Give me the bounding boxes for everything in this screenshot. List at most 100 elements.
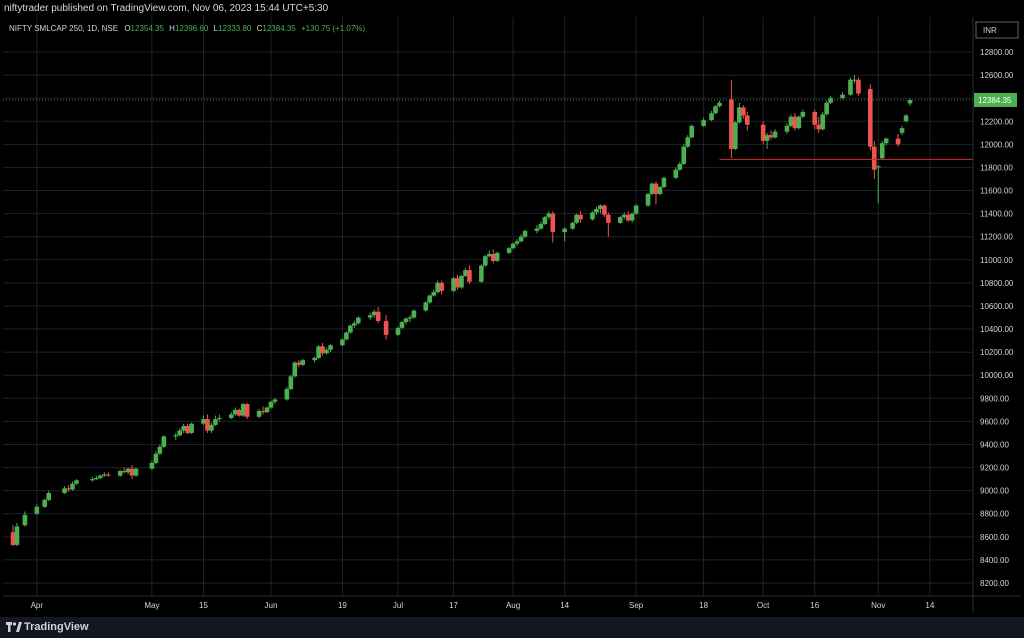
candle-body [157,446,163,454]
candle [328,344,333,353]
candle [733,121,738,151]
candle [590,211,595,221]
candle [383,315,389,340]
candle-body [228,414,234,418]
candle-body [645,193,651,206]
candle [121,467,127,474]
candle-body [792,116,798,129]
candle [105,472,111,477]
candle [737,102,742,124]
candle-body [34,506,40,514]
last-price-badge [974,92,1017,107]
footer-brand: TradingView [24,621,89,633]
candle [201,415,206,425]
candle-body [213,419,218,425]
candle-body [463,270,468,276]
candle-body [490,254,496,261]
candle [657,185,663,196]
candle [451,277,456,293]
candle-body [94,477,99,480]
candle [244,402,250,420]
legend-high-label: H [169,24,175,33]
candle [649,182,655,196]
y-tick-label: 11800.00 [980,163,1013,172]
x-tick-label: Jul [393,601,403,610]
x-tick-label: Nov [871,601,885,610]
candle [546,211,552,220]
candle [395,326,401,336]
candle [713,105,718,115]
candle-body [375,311,381,321]
x-tick-label: May [144,601,159,610]
currency-box[interactable] [975,21,1019,39]
candle [340,338,345,347]
candle-body [574,214,579,223]
candle-body [816,124,822,130]
y-tick-label: 9600.00 [980,417,1009,426]
candle [796,115,802,130]
y-tick-label: 8800.00 [980,510,1009,519]
candle [824,100,829,116]
y-tick-label: 12000.00 [980,140,1014,149]
candle-body [236,409,242,416]
candle-body [594,208,599,213]
candle [149,460,155,470]
candle [741,105,746,119]
candle-body [733,122,738,149]
x-tick-label: 17 [449,601,458,610]
x-tick-label: Apr [31,601,44,610]
candle [272,398,278,405]
time-axis[interactable]: Apr May 15 Jun 19 Jul 17 Aug 14 Sep 18 Oct 16 Nov 14 [31,601,935,610]
candle-body [772,131,778,138]
candle [788,114,794,128]
candle [352,320,357,328]
y-tick-label: 10000.00 [980,371,1014,380]
candle [161,435,167,448]
candle-body [125,468,131,473]
candle [459,274,464,289]
candle [403,317,409,325]
candle [129,465,135,480]
candle-body [133,468,139,476]
candle-body [296,362,302,365]
candle [856,77,861,96]
candle-body [22,514,28,526]
candle [661,176,667,189]
candle [701,117,706,128]
candle [494,251,500,263]
candle [268,400,274,409]
y-tick-label: 12600.00 [980,71,1014,80]
candle [562,227,567,242]
x-tick-label: Jun [265,601,278,610]
candle-body [74,480,79,484]
candle-body [129,468,135,476]
candle [348,324,353,334]
candle-body [677,163,683,170]
candle-body [661,177,667,188]
candle [157,444,163,455]
y-tick-label: 12800.00 [980,48,1014,57]
candle-body [621,214,627,218]
candle-body [784,125,790,132]
candle [673,167,679,179]
candle [177,428,182,437]
candle-body [439,282,444,291]
candle [852,75,857,84]
grid-lines [3,17,973,596]
y-tick-label: 8600.00 [980,533,1009,542]
candle-body [701,120,706,126]
candle [760,121,766,145]
currency-label: INR [983,26,997,35]
candle-body [46,492,52,500]
candle-body [879,143,885,159]
y-tick-label: 12200.00 [980,117,1014,126]
candle [792,113,798,131]
price-axis[interactable]: 12800.0012600.0012400.0012200.0012000.00… [974,48,1017,588]
candle-body [796,116,802,129]
candle-body [407,317,413,319]
candle-body [840,94,845,99]
candlestick-chart[interactable]: 12800.0012600.0012400.0012200.0012000.00… [0,0,1024,617]
candle [578,211,583,223]
x-tick-label: Sep [629,601,644,610]
candle-body [629,213,635,221]
